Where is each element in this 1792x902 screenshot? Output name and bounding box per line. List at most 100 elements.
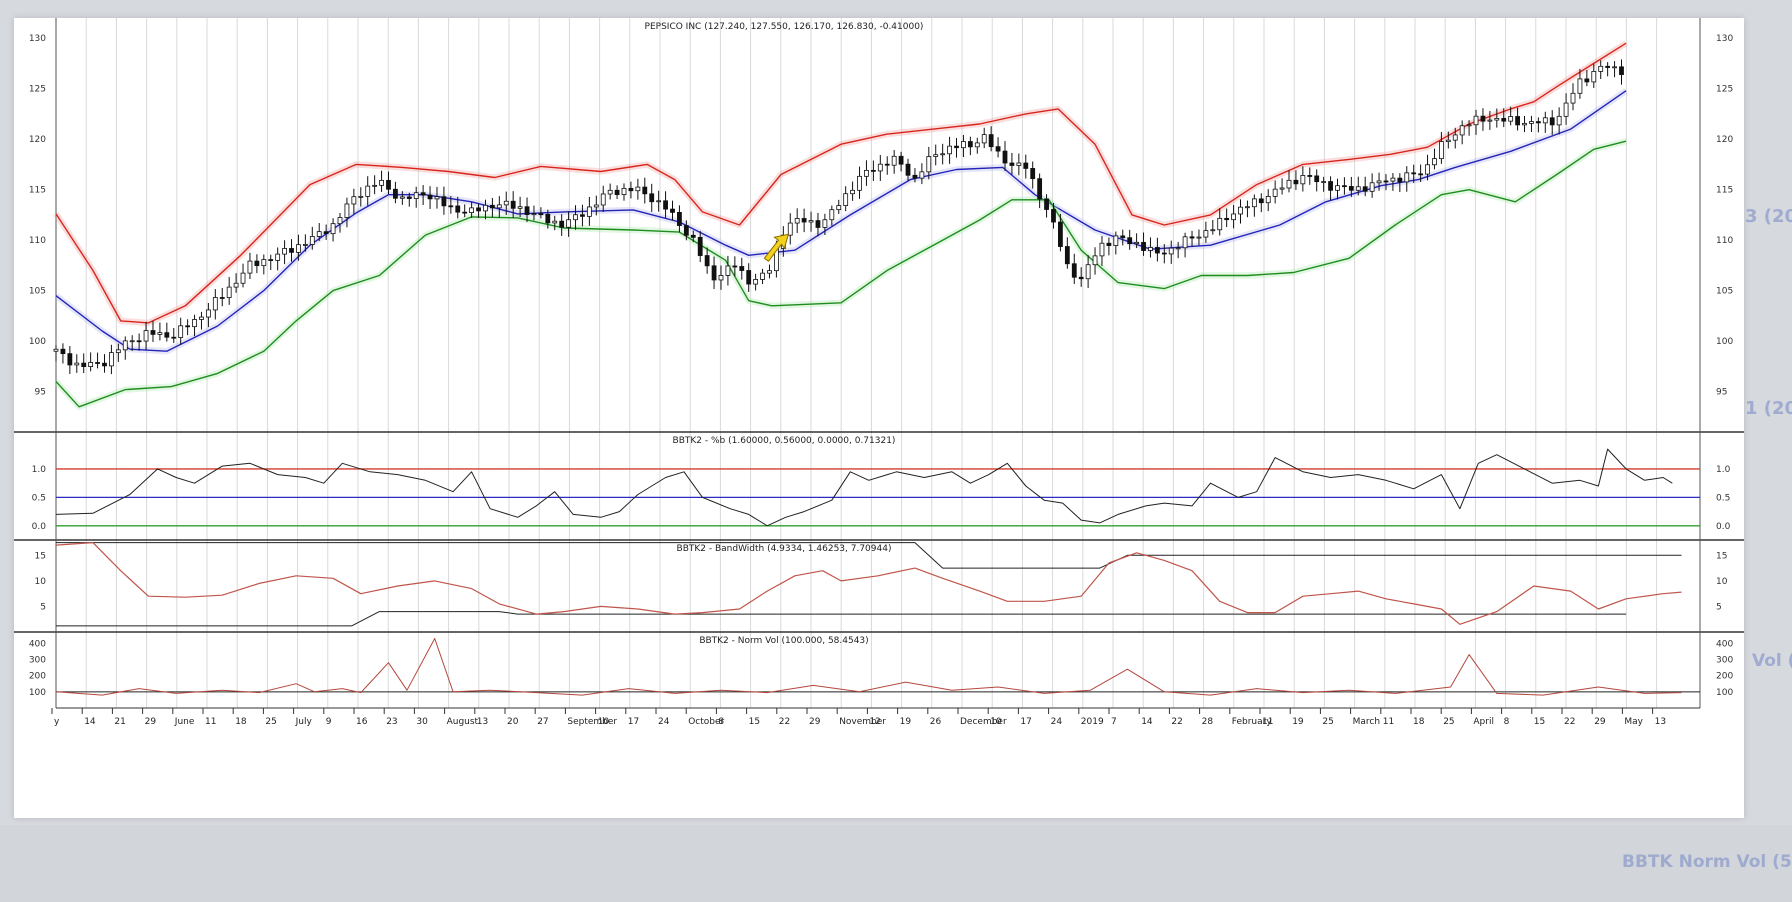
candle-body: [974, 142, 980, 148]
candle-body: [406, 196, 412, 199]
candle-body: [642, 186, 648, 195]
price-panel-title: PEPSICO INC (127.240, 127.550, 126.170, …: [645, 22, 924, 32]
candle-body: [1314, 175, 1320, 183]
candle-body: [1106, 242, 1112, 246]
candle-body: [1411, 172, 1417, 175]
candle-body: [697, 236, 703, 256]
candle-body: [1196, 236, 1202, 239]
bandwidth-right-tick-label: 15: [1716, 551, 1727, 561]
candle-body: [753, 279, 759, 285]
norm-vol-right-tick-label: 400: [1716, 639, 1733, 649]
candle-body: [1293, 179, 1299, 185]
candle-body: [926, 156, 932, 173]
candle-body: [1335, 185, 1340, 191]
candle-body: [1023, 162, 1029, 169]
candle-body: [302, 244, 308, 246]
candle-body: [670, 208, 675, 213]
candle-body: [1480, 115, 1486, 122]
candle-body: [296, 244, 301, 253]
bandwidth-panel-title: BBTK2 - BandWidth (4.9334, 1.46253, 7.70…: [677, 544, 892, 554]
candle-body: [261, 259, 267, 267]
x-tick-label: 30: [416, 717, 428, 727]
candle-body: [1307, 175, 1313, 177]
candle-body: [503, 200, 509, 206]
x-tick-label: 8: [1504, 717, 1510, 727]
norm-vol-right-tick-label: 200: [1716, 672, 1733, 682]
candle-body: [1445, 139, 1451, 143]
price-right-tick-label: 110: [1716, 236, 1733, 246]
percent-b-left-tick-label: 0.5: [32, 493, 46, 503]
x-tick-label: August: [447, 717, 479, 727]
norm-vol-right-tick-label: 100: [1716, 688, 1733, 698]
candle-body: [81, 362, 87, 367]
candle-body: [1272, 188, 1278, 197]
x-tick-label: March: [1353, 717, 1380, 727]
stock-chart: PEPSICO INC (127.240, 127.550, 126.170, …: [14, 18, 1744, 727]
candle-body: [1563, 102, 1569, 117]
x-tick-label: 9: [326, 717, 332, 727]
candle-body: [711, 265, 717, 281]
candle-body: [1051, 209, 1056, 223]
candle-body: [1328, 181, 1333, 191]
candle-body: [1321, 181, 1327, 183]
candle-body: [801, 218, 807, 223]
candle-body: [718, 275, 724, 281]
candle-body: [524, 206, 530, 215]
candle-body: [483, 204, 488, 212]
candle-body: [586, 206, 592, 217]
candle-body: [794, 218, 800, 224]
candle-body: [947, 145, 952, 155]
chart-window: PEPSICO INC (127.240, 127.550, 126.170, …: [14, 18, 1744, 818]
candle-body: [1362, 186, 1368, 192]
candle-body: [1438, 141, 1444, 160]
candle-body: [1570, 92, 1576, 104]
candle-body: [122, 340, 128, 351]
candle-body: [1515, 116, 1520, 126]
candle-body: [808, 220, 814, 223]
candle-body: [1397, 177, 1403, 183]
candle-body: [656, 200, 662, 203]
candle-body: [109, 352, 114, 367]
candle-body: [1148, 247, 1153, 251]
x-tick-label: 8: [718, 717, 724, 727]
candle-body: [891, 155, 897, 166]
candle-body: [254, 260, 260, 267]
candle-body: [725, 265, 731, 276]
percent-b-right-tick-label: 1.0: [1716, 465, 1731, 475]
candle-body: [1542, 117, 1548, 124]
candle-body: [538, 213, 544, 216]
price-right-tick-label: 115: [1716, 186, 1733, 196]
candle-body: [67, 353, 73, 366]
x-tick-label: 25: [1443, 717, 1454, 727]
candle-body: [1494, 117, 1500, 121]
candle-body: [1529, 121, 1534, 124]
candle-body: [358, 195, 364, 198]
candle-body: [53, 348, 59, 352]
candle-body: [379, 179, 384, 186]
background-text-1: 3 (20,3: [1745, 206, 1792, 227]
bandwidth-low-step-line: [56, 611, 1627, 627]
candle-body: [226, 286, 232, 298]
candle-body: [1355, 186, 1361, 191]
candle-body: [621, 187, 627, 195]
candle-body: [614, 189, 620, 195]
candle-body: [517, 206, 523, 209]
candle-body: [1549, 117, 1555, 126]
candle-body: [746, 270, 752, 285]
candle-body: [905, 163, 911, 176]
candle-body: [1078, 276, 1084, 280]
bandwidth-left-tick-label: 10: [35, 577, 47, 587]
candle-body: [1487, 119, 1493, 122]
candle-body: [843, 193, 849, 207]
x-tick-label: 18: [1413, 717, 1425, 727]
candle-body: [1348, 186, 1354, 191]
candle-body: [739, 266, 745, 271]
candle-body: [1584, 78, 1590, 83]
candle-body: [1245, 206, 1250, 209]
norm-vol-left-tick-label: 400: [29, 639, 46, 649]
candle-body: [815, 220, 821, 228]
candle-body: [1154, 247, 1160, 254]
x-tick-label: 27: [537, 717, 548, 727]
candle-body: [1605, 65, 1611, 68]
x-tick-label: 12: [869, 717, 880, 727]
